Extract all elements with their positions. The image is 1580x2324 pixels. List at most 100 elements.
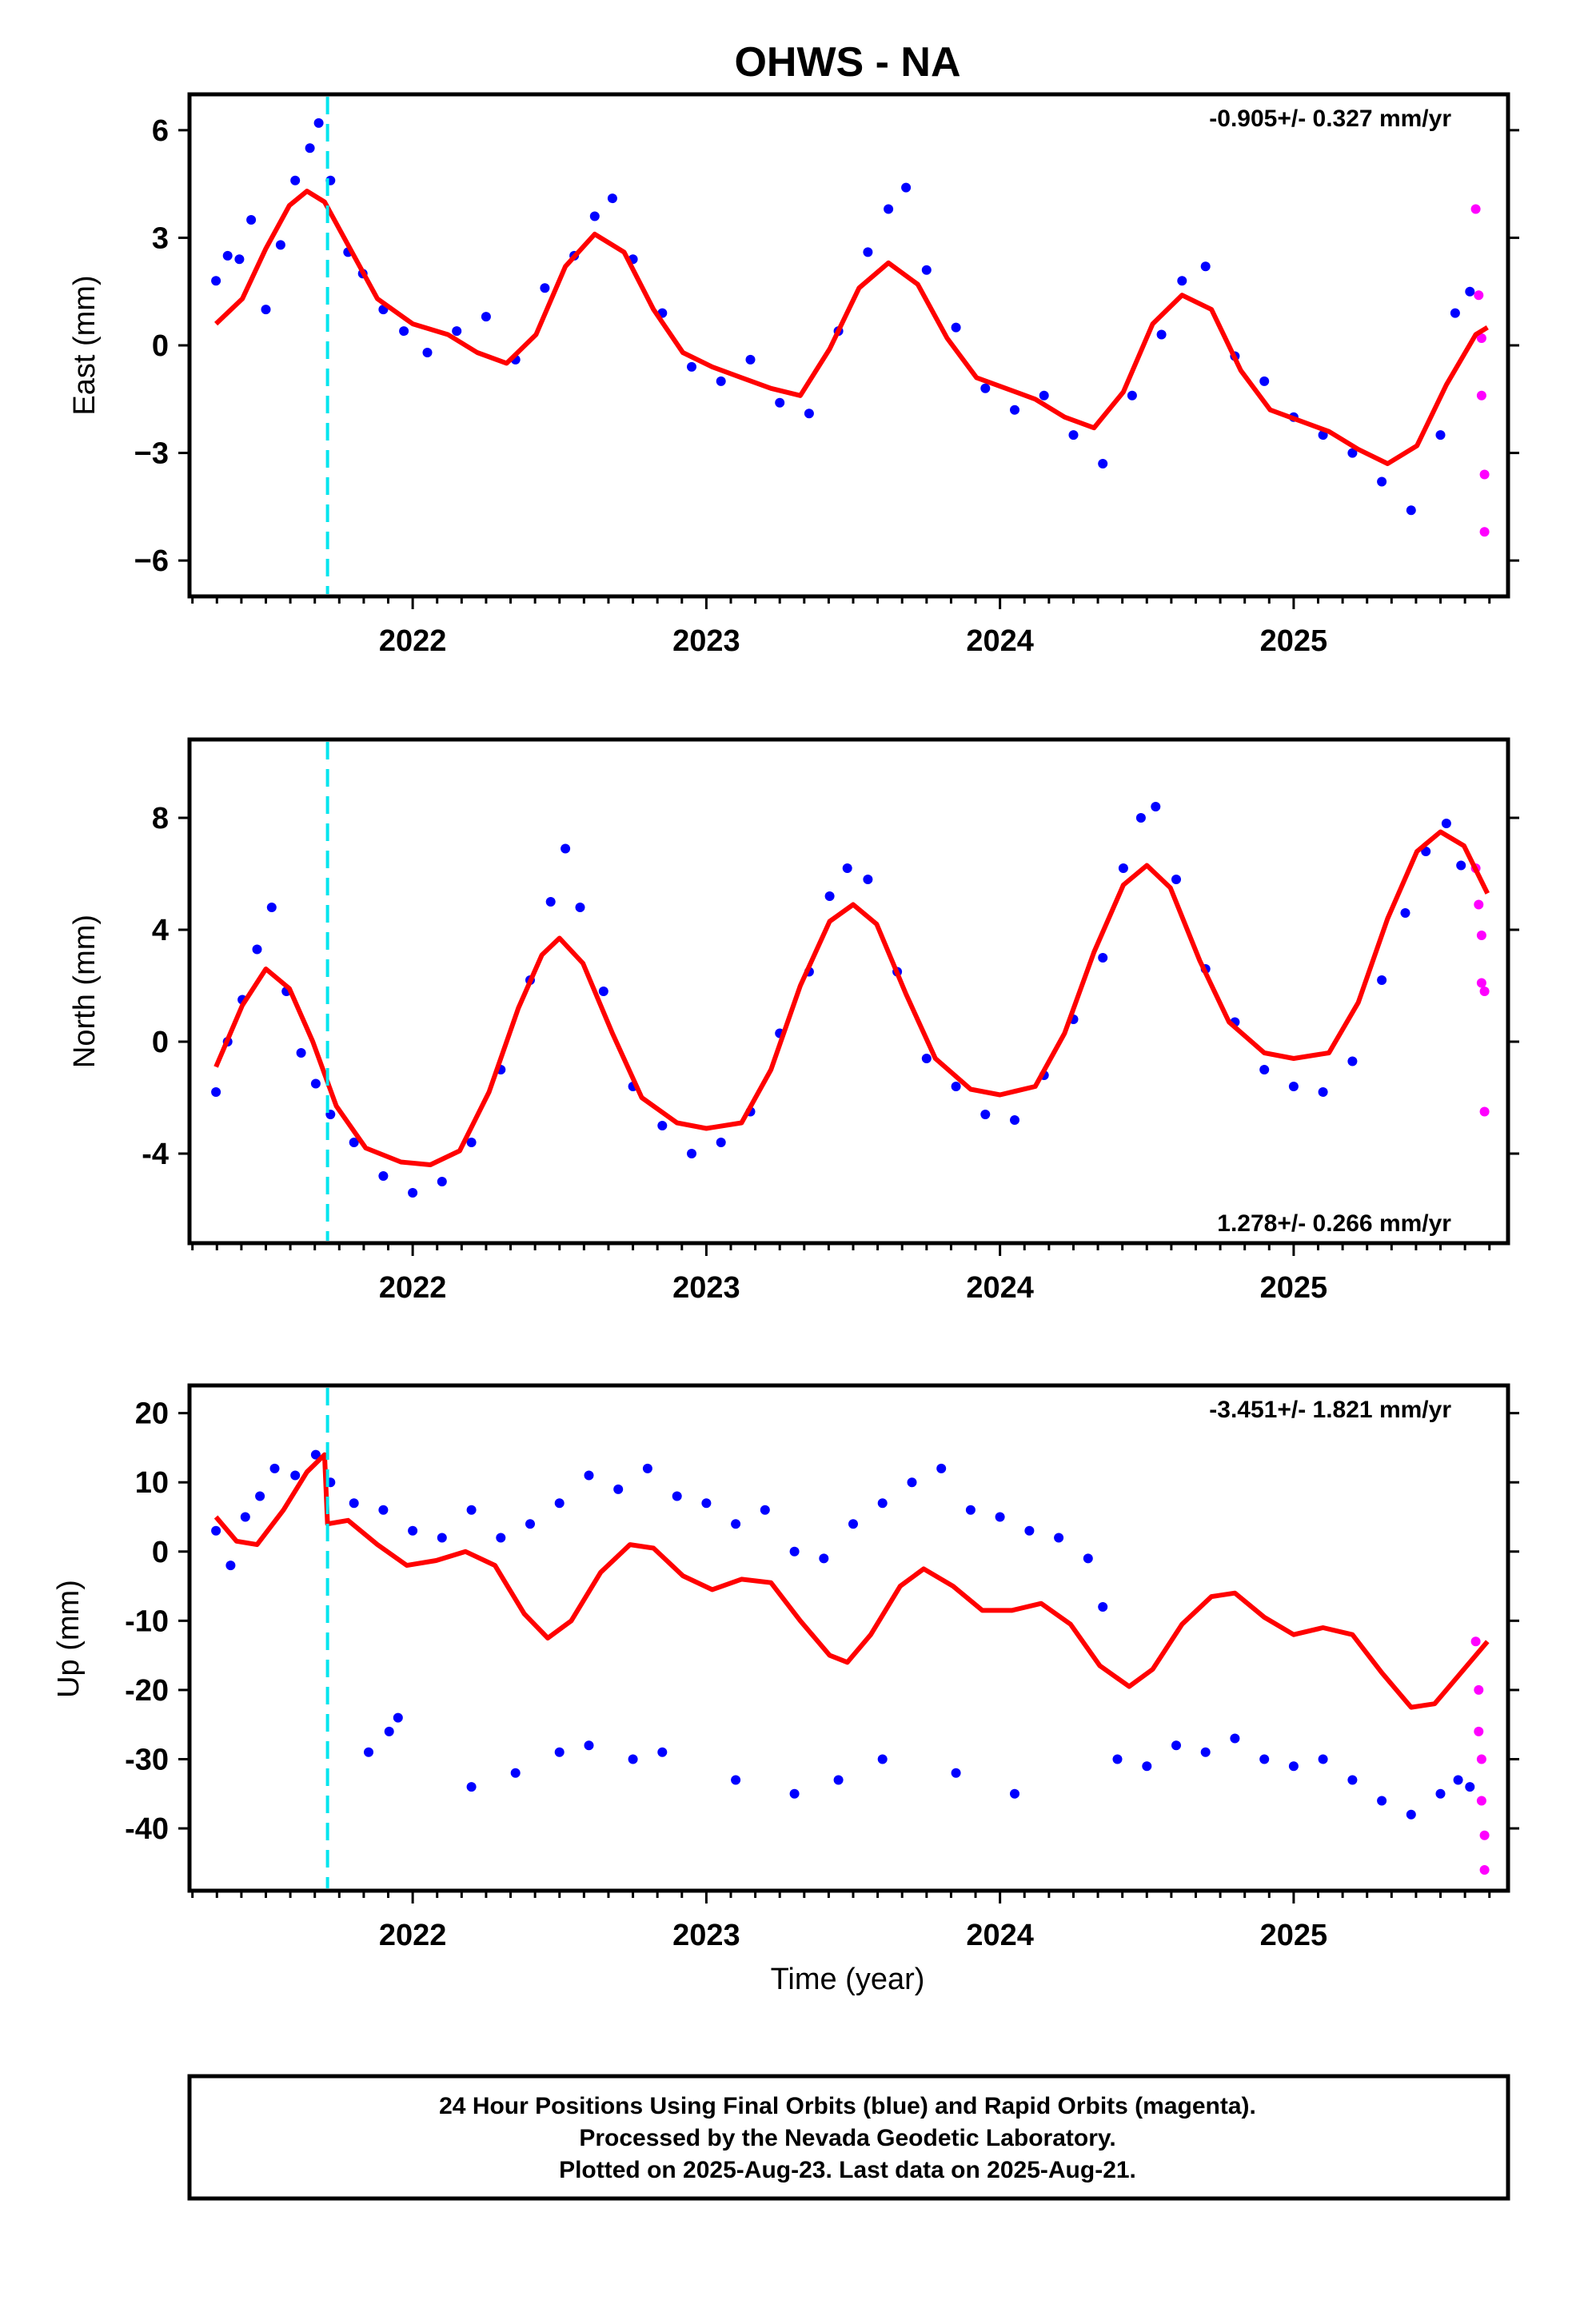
north-final-point [1347,1056,1358,1066]
east-y-axis-label: East (mm) [68,275,102,415]
north-final-point [1098,953,1108,963]
footer-line-2: Processed by the Nevada Geodetic Laborat… [579,2125,1115,2151]
east-final-point [980,383,991,393]
north-panel: -4 0 4 8 2022 2023 2024 2025 North (mm) 1.278+/… [68,737,1519,1305]
up-final-point [1230,1733,1240,1744]
north-final-point [310,1078,321,1089]
up-y-tick-label: -10 [125,1604,169,1638]
north-final-point [1135,813,1146,823]
east-final-point [422,348,433,357]
east-final-point [305,143,315,153]
east-final-point [775,397,785,408]
up-final-point [393,1712,403,1723]
up-final-point [1112,1754,1123,1764]
east-final-point [1435,430,1446,440]
up-final-point [211,1525,221,1536]
north-final-point [1288,1082,1299,1091]
up-final-point [657,1747,668,1757]
north-final-point [687,1149,696,1158]
up-final-point [510,1768,521,1778]
north-y-tick-label: 8 [152,802,169,835]
up-final-point [378,1505,389,1515]
up-rapid-point [1479,1865,1490,1875]
east-final-point [1039,390,1049,401]
east-model-curve [214,189,1489,466]
up-points [211,1449,1490,1875]
north-x-tick-label: 2025 [1260,1271,1328,1305]
up-final-point [760,1505,770,1515]
east-x-tick-label: 2024 [966,624,1034,658]
north-x-tick-label: 2023 [672,1271,740,1305]
east-final-point [452,326,462,337]
east-final-point [863,247,873,257]
east-final-point [246,215,257,225]
footer-line-1: 24 Hour Positions Using Final Orbits (bl… [439,2093,1256,2119]
up-rapid-point [1474,1684,1484,1695]
up-final-point [848,1519,858,1529]
up-final-point [496,1533,506,1543]
east-final-point [1068,430,1079,440]
up-final-point [466,1505,477,1515]
east-final-point [222,250,233,261]
east-final-point [275,240,285,250]
up-final-point [1435,1788,1446,1799]
up-final-point [833,1775,844,1785]
east-y-tick-label: 0 [152,329,169,363]
north-final-point [296,1048,306,1058]
up-final-point [613,1484,624,1494]
north-final-point [408,1188,418,1198]
footer-line-3: Plotted on 2025-Aug-23. Last data on 202… [559,2157,1136,2183]
north-y-tick-label: 0 [152,1026,169,1059]
east-rapid-point [1479,469,1490,480]
north-final-point [466,1138,477,1147]
up-final-point [525,1519,535,1529]
east-final-point [1377,476,1387,487]
east-final-point [481,312,491,322]
up-final-point [1259,1754,1270,1764]
east-final-point [234,254,245,265]
east-final-point [607,193,617,204]
east-final-point [687,361,696,372]
up-y-tick-label: 10 [135,1466,169,1500]
up-x-tick-label: 2025 [1260,1919,1328,1952]
east-model [214,189,1489,466]
north-y-tick-label: 4 [152,914,169,947]
up-final-point [1347,1775,1358,1785]
east-x-tick-label: 2022 [379,624,447,658]
up-final-point [1288,1761,1299,1772]
north-final-point [1151,802,1161,811]
up-final-point [1024,1525,1035,1536]
north-rapid-point [1479,987,1490,996]
north-final-point [545,897,556,907]
up-x-tick-label: 2024 [966,1919,1034,1952]
east-final-point [921,265,932,275]
north-rate-label: 1.278+/- 0.266 mm/yr [1217,1210,1451,1237]
up-final-point [1465,1782,1475,1792]
up-y-tick-label: -20 [125,1674,169,1708]
up-final-point [1406,1809,1416,1820]
north-final-point [921,1054,932,1063]
up-final-point [466,1782,477,1792]
north-final-point [1259,1065,1270,1074]
north-final-point [716,1138,726,1147]
north-rapid-point [1476,978,1486,988]
north-final-point [980,1110,991,1119]
up-x-tick-label: 2022 [379,1919,447,1952]
up-final-point [951,1768,961,1778]
east-final-point [1098,459,1108,468]
up-final-point [1010,1788,1019,1799]
up-rapid-point [1474,1726,1484,1736]
up-final-point [554,1498,565,1509]
up-final-point [672,1491,682,1501]
north-final-point [1318,1087,1328,1097]
up-panel: -40 -30 -20 -10 0 10 20 2022 2023 2024 2025 Up (mm… [52,1383,1519,1952]
east-y-tick-label: 6 [152,114,169,148]
east-axes: −6 −3 0 3 6 2022 2023 2024 2025 [134,97,1519,658]
east-final-point [1200,261,1211,272]
east-rapid-point [1476,333,1486,343]
north-model [213,829,1490,1167]
up-final-point [1318,1754,1328,1764]
up-y-tick-label: 20 [135,1397,169,1431]
north-final-point [1441,819,1451,828]
up-axes: -40 -30 -20 -10 0 10 20 2022 2023 2024 2025 [125,1388,1519,1952]
